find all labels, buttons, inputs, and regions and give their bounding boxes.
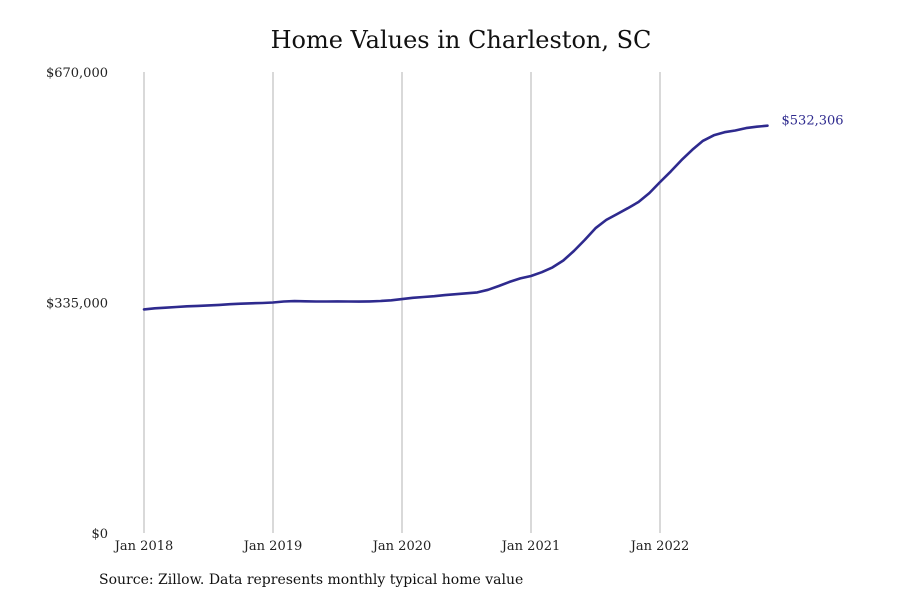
chart-title: Home Values in Charleston, SC <box>270 26 652 54</box>
series-line <box>142 124 769 311</box>
y-tick-label: $335,000 <box>46 297 108 312</box>
y-tick-label: $0 <box>91 527 108 542</box>
x-axis-ticks: Jan 2018 Jan 2019 Jan 2020 Jan 2021 Jan 2022 <box>113 539 690 554</box>
end-value-label: $532,306 <box>782 114 844 129</box>
x-tick-label: Jan 2021 <box>500 539 561 554</box>
x-tick-label: Jan 2019 <box>242 539 303 554</box>
y-axis-ticks: $0 $335,000 $670,000 <box>46 66 108 542</box>
x-tick-label: Jan 2020 <box>371 539 432 554</box>
x-tick-label: Jan 2022 <box>629 539 690 554</box>
gridlines <box>143 72 661 533</box>
x-tick-label: Jan 2018 <box>113 539 174 554</box>
source-note: Source: Zillow. Data represents monthly … <box>99 572 524 588</box>
y-tick-label: $670,000 <box>46 66 108 81</box>
